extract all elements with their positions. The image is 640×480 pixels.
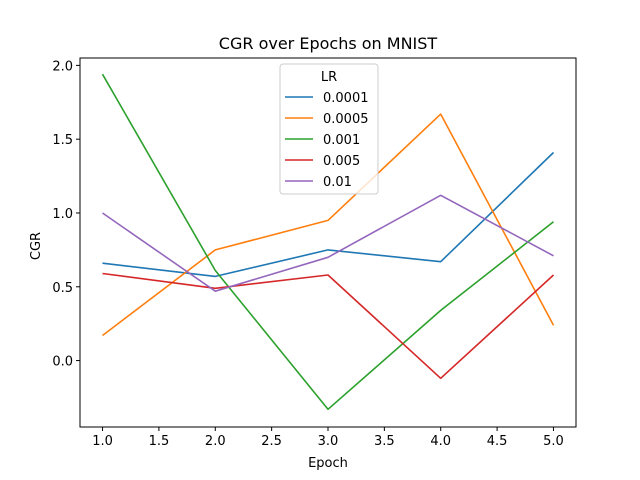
- x-tick-label: 4.5: [487, 434, 508, 449]
- legend-title: LR: [321, 70, 337, 85]
- legend-label: 0.001: [323, 133, 360, 148]
- y-axis-label: CGR: [29, 232, 44, 260]
- y-tick-label: 1.0: [52, 207, 73, 222]
- y-tick-label: 0.5: [52, 281, 73, 296]
- legend-label: 0.0001: [323, 91, 369, 106]
- series-line-0.005: [102, 272, 555, 380]
- series-line-0.01: [102, 194, 554, 293]
- series-line-0.0005: [102, 113, 555, 337]
- x-tick-label: 4.0: [430, 434, 451, 449]
- x-tick-label: 2.5: [261, 434, 282, 449]
- series-lines: [101, 73, 555, 411]
- y-tick-label: 0.0: [52, 355, 73, 370]
- x-tick-label: 5.0: [543, 434, 564, 449]
- legend: LR 0.0001 0.0005 0.001 0.005 0.01: [279, 63, 379, 195]
- series-line-0.0001: [102, 151, 555, 278]
- x-tick-label: 1.0: [92, 434, 113, 449]
- y-tick-label: 1.5: [52, 133, 73, 148]
- x-tick-label: 3.0: [318, 434, 339, 449]
- x-axis: 1.0 1.5 2.0 2.5 3.0 3.5 4.0 4.5 5.0: [92, 427, 564, 449]
- chart-title: CGR over Epochs on MNIST: [219, 34, 438, 53]
- legend-item: 0.0001: [285, 91, 369, 106]
- legend-item: 0.01: [285, 175, 352, 190]
- y-tick-label: 2.0: [52, 59, 73, 74]
- legend-label: 0.005: [323, 154, 360, 169]
- x-axis-label: Epoch: [308, 456, 348, 471]
- x-tick-label: 1.5: [149, 434, 170, 449]
- legend-item: 0.0005: [285, 112, 369, 127]
- legend-label: 0.0005: [323, 112, 369, 127]
- y-axis: 0.0 0.5 1.0 1.5 2.0: [52, 59, 80, 370]
- legend-item: 0.001: [285, 133, 360, 148]
- legend-label: 0.01: [323, 175, 352, 190]
- series-line-0.001: [101, 73, 554, 411]
- legend-item: 0.005: [285, 154, 360, 169]
- x-tick-label: 3.5: [374, 434, 395, 449]
- x-tick-label: 2.0: [205, 434, 226, 449]
